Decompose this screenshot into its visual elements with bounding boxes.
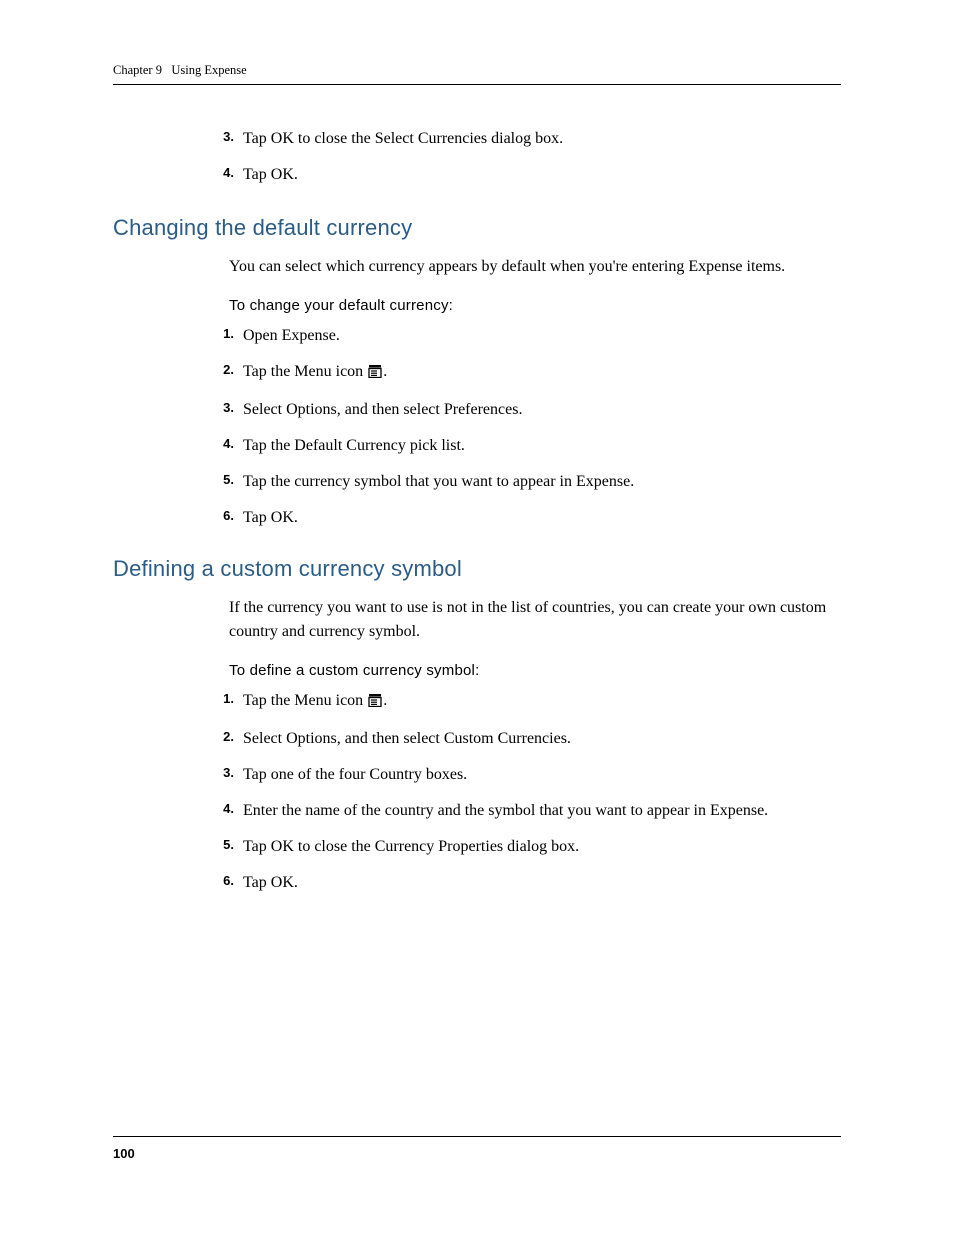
- section-heading: Defining a custom currency symbol: [113, 556, 841, 582]
- list-item: 4. Enter the name of the country and the…: [218, 799, 841, 823]
- list-text: Select Options, and then select Custom C…: [243, 727, 571, 751]
- menu-icon: [368, 362, 382, 386]
- list-item: 3. Tap one of the four Country boxes.: [218, 763, 841, 787]
- list-text: Tap the Default Currency pick list.: [243, 434, 465, 458]
- list-text: Enter the name of the country and the sy…: [243, 799, 768, 823]
- list-text: Tap the Menu icon .: [243, 360, 387, 386]
- running-header: Chapter 9 Using Expense: [113, 63, 841, 85]
- list-number: 2.: [218, 727, 234, 744]
- page-footer: 100: [113, 1136, 841, 1163]
- list-item: 6. Tap OK.: [218, 506, 841, 530]
- text-before: Tap the Menu icon: [243, 692, 367, 709]
- text-after: .: [383, 363, 387, 380]
- list-number: 5.: [218, 470, 234, 487]
- section-heading: Changing the default currency: [113, 215, 841, 241]
- list-number: 3.: [218, 398, 234, 415]
- list-text: Tap one of the four Country boxes.: [243, 763, 467, 787]
- list-number: 4.: [218, 163, 234, 180]
- list-number: 3.: [218, 127, 234, 144]
- list-item: 5. Tap OK to close the Currency Properti…: [218, 835, 841, 859]
- list-number: 5.: [218, 835, 234, 852]
- page-content: 3. Tap OK to close the Select Currencies…: [113, 127, 841, 895]
- continuation-list: 3. Tap OK to close the Select Currencies…: [218, 127, 841, 187]
- list-number: 6.: [218, 506, 234, 523]
- list-item: 3. Select Options, and then select Prefe…: [218, 398, 841, 422]
- list-item: 4. Tap OK.: [218, 163, 841, 187]
- list-item: 1. Open Expense.: [218, 324, 841, 348]
- chapter-title: Using Expense: [171, 63, 246, 77]
- procedure-list: 1. Tap the Menu icon . 2. Select Options…: [218, 689, 841, 895]
- list-text: Select Options, and then select Preferen…: [243, 398, 522, 422]
- list-text: Tap OK to close the Currency Properties …: [243, 835, 579, 859]
- list-number: 1.: [218, 689, 234, 706]
- menu-icon: [368, 691, 382, 715]
- page: Chapter 9 Using Expense 3. Tap OK to clo…: [113, 63, 841, 1163]
- list-number: 2.: [218, 360, 234, 377]
- list-number: 4.: [218, 434, 234, 451]
- page-number: 100: [113, 1146, 135, 1161]
- list-item: 6. Tap OK.: [218, 871, 841, 895]
- list-text: Tap the Menu icon .: [243, 689, 387, 715]
- list-text: Tap OK to close the Select Currencies di…: [243, 127, 563, 151]
- text-before: Tap the Menu icon: [243, 363, 367, 380]
- list-text: Tap the currency symbol that you want to…: [243, 470, 634, 494]
- list-text: Tap OK.: [243, 871, 298, 895]
- procedure-subhead: To change your default currency:: [229, 297, 841, 314]
- list-number: 1.: [218, 324, 234, 341]
- list-item: 1. Tap the Menu icon .: [218, 689, 841, 715]
- list-text: Open Expense.: [243, 324, 340, 348]
- section-intro: If the currency you want to use is not i…: [229, 596, 841, 644]
- list-item: 5. Tap the currency symbol that you want…: [218, 470, 841, 494]
- list-item: 2. Select Options, and then select Custo…: [218, 727, 841, 751]
- list-item: 3. Tap OK to close the Select Currencies…: [218, 127, 841, 151]
- list-number: 4.: [218, 799, 234, 816]
- list-number: 6.: [218, 871, 234, 888]
- list-number: 3.: [218, 763, 234, 780]
- procedure-subhead: To define a custom currency symbol:: [229, 662, 841, 679]
- list-text: Tap OK.: [243, 163, 298, 187]
- list-item: 4. Tap the Default Currency pick list.: [218, 434, 841, 458]
- procedure-list: 1. Open Expense. 2. Tap the Menu icon . …: [218, 324, 841, 530]
- section-intro: You can select which currency appears by…: [229, 255, 841, 279]
- chapter-label: Chapter 9: [113, 63, 162, 77]
- list-text: Tap OK.: [243, 506, 298, 530]
- text-after: .: [383, 692, 387, 709]
- list-item: 2. Tap the Menu icon .: [218, 360, 841, 386]
